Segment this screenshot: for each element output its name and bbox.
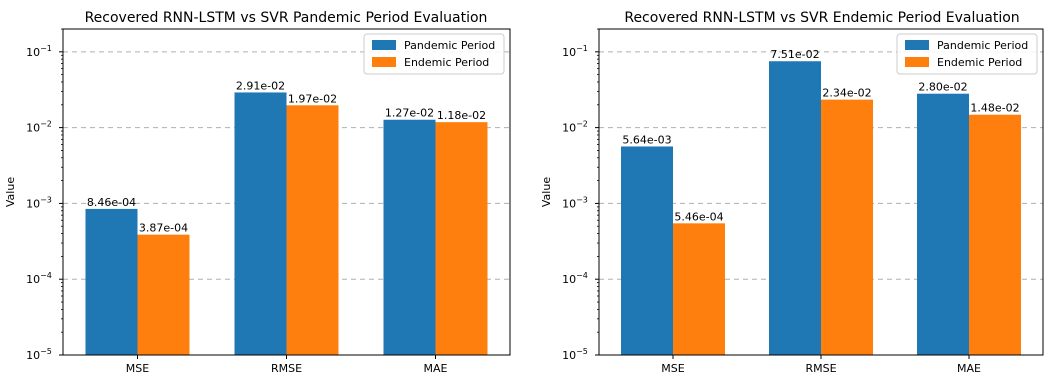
y-tick-exponent: −1 bbox=[576, 44, 588, 53]
y-tick-label: 10−2 bbox=[26, 120, 52, 135]
x-tick-label: MSE bbox=[661, 362, 684, 375]
y-tick-label: 10−3 bbox=[26, 195, 52, 210]
y-tick-base: 10 bbox=[26, 349, 40, 362]
data-label: 2.80e-02 bbox=[918, 81, 967, 94]
data-label: 1.27e-02 bbox=[385, 107, 434, 120]
y-tick-label: 10−3 bbox=[562, 195, 588, 210]
y-tick-base: 10 bbox=[562, 46, 576, 59]
y-tick-base: 10 bbox=[26, 46, 40, 59]
axes-frame bbox=[62, 28, 511, 356]
legend-swatch bbox=[905, 40, 929, 50]
y-tick-exponent: −4 bbox=[576, 271, 588, 280]
bar bbox=[917, 93, 969, 355]
y-tick-base: 10 bbox=[562, 197, 576, 210]
legend-label: Endemic Period bbox=[937, 56, 1022, 69]
x-tick-label: MAE bbox=[424, 362, 448, 375]
y-tick-exponent: −2 bbox=[40, 120, 52, 129]
data-label: 1.18e-02 bbox=[437, 109, 486, 122]
bar bbox=[234, 92, 287, 355]
data-label: 8.46e-04 bbox=[87, 196, 136, 209]
bar bbox=[137, 234, 190, 355]
y-tick-label: 10−4 bbox=[562, 271, 588, 286]
y-tick-base: 10 bbox=[26, 122, 40, 135]
data-label: 3.87e-04 bbox=[139, 222, 188, 235]
legend-swatch bbox=[905, 57, 929, 67]
y-tick-base: 10 bbox=[562, 122, 576, 135]
data-label: 7.51e-02 bbox=[770, 48, 819, 61]
bar bbox=[673, 223, 725, 355]
chart-left: Recovered RNN-LSTM vs SVR Pandemic Perio… bbox=[4, 10, 511, 375]
chart-right: Recovered RNN-LSTM vs SVR Endemic Period… bbox=[540, 10, 1044, 375]
data-label: 2.34e-02 bbox=[822, 87, 871, 100]
y-tick-base: 10 bbox=[562, 349, 576, 362]
bar bbox=[769, 61, 821, 356]
y-tick-exponent: −4 bbox=[40, 271, 52, 280]
legend-swatch bbox=[372, 57, 396, 67]
y-tick-label: 10−5 bbox=[26, 347, 52, 362]
y-axis-label: Value bbox=[540, 177, 553, 207]
bar bbox=[969, 114, 1021, 355]
y-tick-label: 10−1 bbox=[562, 44, 588, 59]
bar bbox=[435, 122, 488, 356]
data-label: 5.64e-03 bbox=[622, 133, 671, 146]
y-tick-exponent: −1 bbox=[40, 44, 52, 53]
legend-label: Pandemic Period bbox=[404, 39, 495, 52]
y-tick-label: 10−4 bbox=[26, 271, 52, 286]
data-label: 5.46e-04 bbox=[674, 210, 723, 223]
legend bbox=[363, 33, 505, 75]
x-tick-label: RMSE bbox=[271, 362, 302, 375]
chart-title: Recovered RNN-LSTM vs SVR Pandemic Perio… bbox=[85, 10, 488, 26]
bar bbox=[621, 146, 673, 355]
x-tick-label: MAE bbox=[957, 362, 981, 375]
bar bbox=[286, 105, 339, 355]
data-label: 1.97e-02 bbox=[288, 92, 337, 105]
bar bbox=[383, 119, 436, 355]
data-label: 2.91e-02 bbox=[236, 79, 285, 92]
legend-label: Endemic Period bbox=[404, 56, 489, 69]
x-tick-label: RMSE bbox=[805, 362, 836, 375]
bar bbox=[85, 208, 138, 355]
legend-swatch bbox=[372, 40, 396, 50]
x-tick-label: MSE bbox=[126, 362, 149, 375]
y-tick-exponent: −5 bbox=[576, 347, 588, 356]
y-tick-base: 10 bbox=[26, 197, 40, 210]
y-tick-label: 10−2 bbox=[562, 120, 588, 135]
y-tick-label: 10−1 bbox=[26, 44, 52, 59]
y-tick-exponent: −3 bbox=[40, 195, 52, 204]
legend bbox=[896, 33, 1038, 75]
y-tick-exponent: −3 bbox=[576, 195, 588, 204]
chart-title: Recovered RNN-LSTM vs SVR Endemic Period… bbox=[624, 10, 1019, 26]
bar bbox=[821, 99, 873, 355]
y-tick-exponent: −5 bbox=[40, 347, 52, 356]
legend-label: Pandemic Period bbox=[937, 39, 1028, 52]
axes-frame bbox=[598, 28, 1044, 356]
y-tick-base: 10 bbox=[26, 273, 40, 286]
data-label: 1.48e-02 bbox=[970, 102, 1019, 115]
y-axis-label: Value bbox=[4, 177, 17, 207]
y-tick-base: 10 bbox=[562, 273, 576, 286]
y-tick-label: 10−5 bbox=[562, 347, 588, 362]
y-tick-exponent: −2 bbox=[576, 120, 588, 129]
